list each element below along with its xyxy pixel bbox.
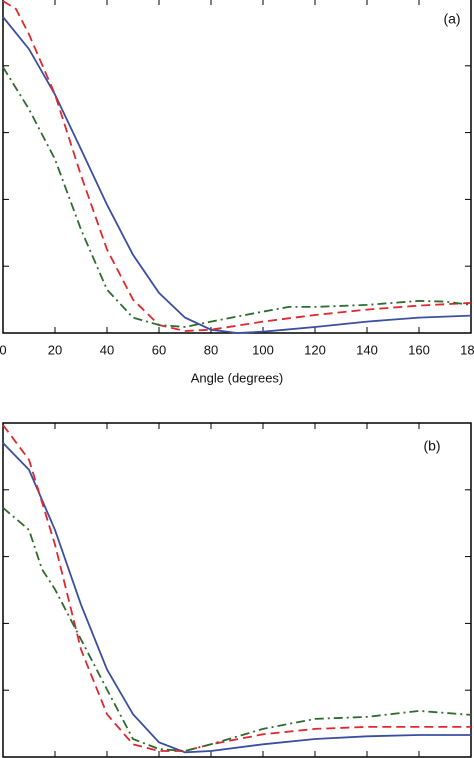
panel-label: (b) bbox=[423, 438, 440, 454]
x-tick-label: 20 bbox=[48, 342, 62, 357]
x-axis-label: Angle (degrees) bbox=[191, 370, 284, 385]
x-tick-label: 140 bbox=[356, 342, 378, 357]
x-tick-label: 0 bbox=[0, 342, 7, 357]
panel-label: (a) bbox=[443, 11, 460, 27]
x-tick-label: 80 bbox=[204, 342, 218, 357]
plot-frame bbox=[2, 0, 472, 334]
x-tick-label: 120 bbox=[304, 342, 326, 357]
x-tick-label: 180 bbox=[460, 342, 474, 357]
line-series bbox=[2, 424, 471, 752]
line-series bbox=[2, 66, 472, 328]
plot-frame bbox=[2, 422, 472, 758]
line-series bbox=[2, 16, 472, 334]
x-tick-label: 60 bbox=[152, 342, 166, 357]
x-tick-label: 160 bbox=[408, 342, 430, 357]
line-series bbox=[2, 442, 471, 754]
x-tick-label: 40 bbox=[100, 342, 114, 357]
line-series bbox=[2, 507, 472, 752]
x-tick-label: 100 bbox=[252, 342, 274, 357]
line-series bbox=[2, 0, 472, 332]
